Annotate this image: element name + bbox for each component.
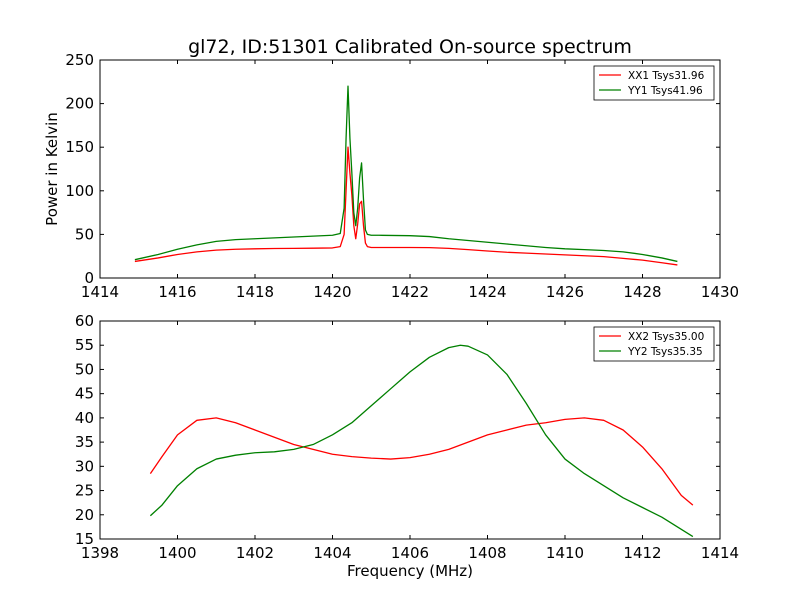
bottom-panel-x-tick-label: 1398: [81, 544, 119, 562]
top-panel-y-tick-label: 0: [84, 269, 94, 287]
bottom-panel-x-tick-label: 1408: [468, 544, 506, 562]
bottom-panel-y-tick-label: 35: [75, 433, 94, 451]
top-panel-x-tick-label: 1428: [623, 283, 661, 301]
top-panel-frame: [99, 59, 721, 279]
top-panel-legend-box: [593, 65, 715, 101]
bottom-panel-frame: [99, 320, 721, 540]
top-panel-x-tick-label: 1430: [701, 283, 739, 301]
bottom-panel-y-tick-label: 45: [75, 385, 94, 403]
top-panel-series-line-2: [134, 85, 678, 263]
bottom-panel-legend-box: [593, 326, 715, 362]
top-panel-ticks: 1414 1416 1418 1420 1422 1424 1426 1428 1430 0 50 1…: [65, 51, 739, 301]
bottom-panel-series-line-2: [149, 344, 694, 538]
top-panel-legend-label-2: YY1 Tsys41.96: [627, 85, 703, 97]
bottom-panel-x-tick-label: 1406: [391, 544, 429, 562]
bottom-panel-x-tick-label: 1404: [313, 544, 351, 562]
top-panel-x-tick-label: 1418: [236, 283, 274, 301]
bottom-panel-y-tick-label: 60: [75, 312, 94, 330]
bottom-panel-y-tick-label: 40: [75, 409, 94, 427]
top-panel: 1414 1416 1418 1420 1422 1424 1426 1428 1430 0 50 1…: [43, 51, 739, 301]
bottom-panel-x-tick-label: 1402: [236, 544, 274, 562]
bottom-panel-x-tick-label: 1400: [158, 544, 196, 562]
top-panel-x-tick-label: 1416: [158, 283, 196, 301]
top-panel-y-tick-label: 200: [65, 95, 94, 113]
top-panel-y-tick-label: 250: [65, 51, 94, 69]
bottom-panel-x-tick-label: 1414: [701, 544, 739, 562]
top-panel-x-tick-label: 1426: [546, 283, 584, 301]
top-panel-y-axis-label: Power in Kelvin: [43, 112, 61, 226]
bottom-panel-x-tick-label: 1412: [623, 544, 661, 562]
bottom-panel-x-axis-label: Frequency (MHz): [347, 562, 473, 580]
bottom-panel-y-tick-label: 50: [75, 360, 94, 378]
chart-title: gl72, ID:51301 Calibrated On-source spec…: [188, 36, 632, 58]
bottom-panel-lines: [149, 344, 694, 538]
bottom-panel-y-tick-label: 30: [75, 457, 94, 475]
top-panel-x-tick-label: 1422: [391, 283, 429, 301]
top-panel-series-line-1: [134, 146, 678, 266]
top-panel-x-tick-label: 1424: [468, 283, 506, 301]
top-panel-legend: XX1 Tsys31.96 YY1 Tsys41.96: [593, 65, 715, 101]
top-panel-y-tick-label: 100: [65, 182, 94, 200]
bottom-panel-series-line-1: [149, 417, 694, 506]
bottom-panel-x-tick-label: 1410: [546, 544, 584, 562]
top-panel-legend-label-1: XX1 Tsys31.96: [628, 70, 705, 82]
top-panel-x-tick-label: 1420: [313, 283, 351, 301]
top-panel-x-tick-label: 1414: [81, 283, 119, 301]
bottom-panel-y-tick-label: 15: [75, 530, 94, 548]
bottom-panel-legend-label-1: XX2 Tsys35.00: [628, 331, 704, 343]
bottom-panel-y-tick-label: 25: [75, 482, 94, 500]
bottom-panel-legend-label-2: YY2 Tsys35.35: [627, 346, 703, 358]
bottom-panel: 1398 1400 1402 1404 1406 1408 1410 1412 1414 15 20…: [75, 312, 739, 580]
top-panel-lines: [134, 85, 678, 266]
bottom-panel-legend: XX2 Tsys35.00 YY2 Tsys35.35: [593, 326, 715, 362]
bottom-panel-y-tick-label: 20: [75, 506, 94, 524]
top-panel-y-tick-label: 150: [65, 138, 94, 156]
bottom-panel-y-tick-label: 55: [75, 336, 94, 354]
top-panel-y-tick-label: 50: [75, 225, 94, 243]
